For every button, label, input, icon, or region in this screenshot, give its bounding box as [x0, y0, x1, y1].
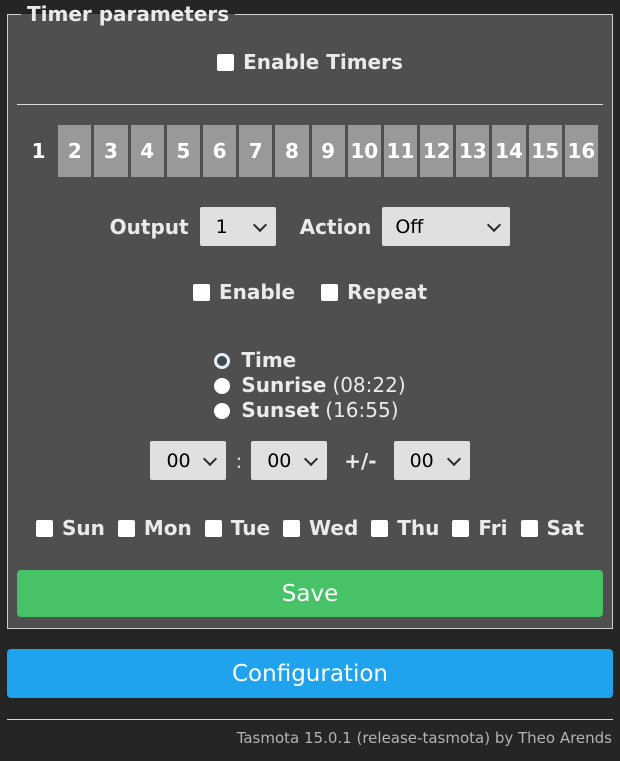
footer-divider	[7, 719, 613, 720]
enable-timers-label: Enable Timers	[243, 50, 403, 74]
timer-tab-5[interactable]: 5	[166, 125, 200, 177]
day-thu-option: Thu	[371, 516, 439, 540]
repeat-label: Repeat	[347, 280, 428, 304]
timer-tab-8[interactable]: 8	[275, 125, 309, 177]
action-label: Action	[299, 214, 372, 239]
timer-tab-6[interactable]: 6	[202, 125, 237, 177]
sunset-radio-label: Sunset	[241, 398, 320, 422]
day-tue-checkbox[interactable]	[204, 519, 222, 537]
timer-parameters-fieldset: Timer parameters Enable Timers 1 2 3 4 5…	[7, 2, 613, 629]
enable-timers-option: Enable Timers	[217, 50, 403, 74]
enable-option: Enable	[192, 280, 296, 304]
day-fri-checkbox[interactable]	[452, 519, 470, 537]
timer-tab-1[interactable]: 1	[22, 125, 55, 177]
sunrise-radio-option: Sunrise (08:22)	[214, 373, 406, 398]
timer-tabs: 1 2 3 4 5 6 7 8 9 10 11 12 13 14 15 16	[17, 125, 603, 177]
timer-tab-13[interactable]: 13	[456, 125, 490, 177]
day-wed-checkbox[interactable]	[283, 519, 301, 537]
action-select[interactable]: Off	[382, 207, 511, 246]
day-thu-label: Thu	[397, 516, 440, 540]
day-sat-option: Sat	[520, 516, 584, 540]
day-mon-label: Mon	[143, 516, 192, 540]
time-colon: :	[235, 448, 243, 473]
enable-label: Enable	[218, 280, 296, 304]
enable-repeat-row: Enable Repeat	[17, 280, 603, 304]
enable-timers-checkbox[interactable]	[217, 53, 235, 71]
schedule-mode-group: Time Sunrise (08:22) Sunset (16:55)	[214, 348, 406, 423]
repeat-checkbox[interactable]	[321, 283, 339, 301]
time-radio-label: Time	[241, 348, 297, 372]
sunrise-radio-label: Sunrise	[241, 373, 327, 397]
minute-select-wrap: 00	[251, 441, 328, 480]
timer-tab-9[interactable]: 9	[311, 125, 345, 177]
footer-version-text: Tasmota 15.0.1 (release-tasmota) by Theo…	[236, 729, 612, 747]
output-action-row: Output 1 Action Off	[17, 207, 603, 246]
timer-tab-4[interactable]: 4	[130, 125, 164, 177]
day-fri-label: Fri	[478, 516, 508, 540]
action-select-wrap: Off	[382, 207, 511, 246]
configuration-button[interactable]: Configuration	[7, 649, 613, 698]
time-radio-option: Time	[214, 348, 296, 373]
day-fri-option: Fri	[452, 516, 508, 540]
window-select[interactable]: 00	[393, 441, 470, 480]
save-button[interactable]: Save	[17, 570, 603, 617]
minute-select[interactable]: 00	[251, 441, 328, 480]
output-label: Output	[109, 214, 189, 239]
sunrise-time: (08:22)	[332, 373, 406, 397]
timer-tab-7[interactable]: 7	[239, 125, 273, 177]
day-mon-option: Mon	[117, 516, 192, 540]
hour-select[interactable]: 00	[150, 441, 227, 480]
hour-select-wrap: 00	[150, 441, 227, 480]
sunrise-radio[interactable]	[214, 377, 231, 394]
day-sun-label: Sun	[62, 516, 105, 540]
timer-tab-14[interactable]: 14	[492, 125, 526, 177]
day-wed-label: Wed	[309, 516, 359, 540]
sunset-radio[interactable]	[214, 402, 231, 419]
window-select-wrap: 00	[393, 441, 470, 480]
day-wed-option: Wed	[283, 516, 358, 540]
day-mon-checkbox[interactable]	[117, 519, 135, 537]
day-sat-label: Sat	[546, 516, 584, 540]
time-radio[interactable]	[214, 352, 231, 369]
day-sun-option: Sun	[36, 516, 105, 540]
sunset-time: (16:55)	[325, 398, 399, 422]
day-tue-label: Tue	[230, 516, 271, 540]
days-row: Sun Mon Tue Wed Thu Fri Sat	[17, 516, 603, 540]
timer-tab-11[interactable]: 11	[383, 125, 418, 177]
timer-tab-3[interactable]: 3	[94, 125, 128, 177]
output-select-wrap: 1	[199, 207, 276, 246]
sunset-radio-option: Sunset (16:55)	[214, 398, 399, 423]
timer-tab-12[interactable]: 12	[420, 125, 454, 177]
day-thu-checkbox[interactable]	[371, 519, 389, 537]
repeat-option: Repeat	[321, 280, 427, 304]
time-select-row: 00 : 00 +/- 00	[17, 441, 603, 480]
enable-timers-row: Enable Timers	[17, 50, 603, 74]
day-sun-checkbox[interactable]	[36, 519, 54, 537]
timer-tab-15[interactable]: 15	[528, 125, 562, 177]
timer-tab-16[interactable]: 16	[564, 125, 598, 177]
output-select[interactable]: 1	[199, 207, 276, 246]
enable-checkbox[interactable]	[192, 283, 210, 301]
fieldset-legend: Timer parameters	[27, 2, 230, 26]
timer-tab-2[interactable]: 2	[58, 125, 92, 177]
section-divider	[17, 104, 603, 105]
plus-minus-label: +/-	[344, 448, 377, 473]
day-sat-checkbox[interactable]	[520, 519, 538, 537]
day-tue-option: Tue	[204, 516, 271, 540]
timer-tab-10[interactable]: 10	[347, 125, 381, 177]
